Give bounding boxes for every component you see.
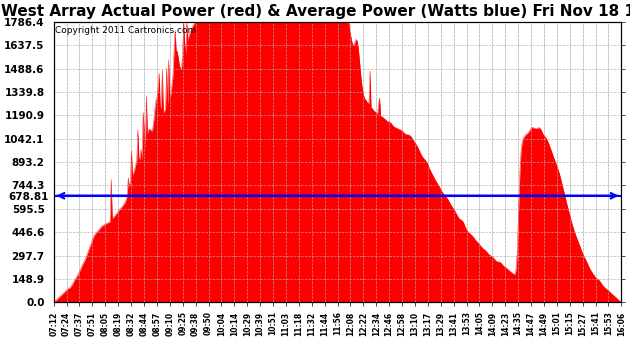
- Text: Copyright 2011 Cartronics.com: Copyright 2011 Cartronics.com: [55, 26, 196, 35]
- Title: West Array Actual Power (red) & Average Power (Watts blue) Fri Nov 18 16:12: West Array Actual Power (red) & Average …: [1, 4, 630, 19]
